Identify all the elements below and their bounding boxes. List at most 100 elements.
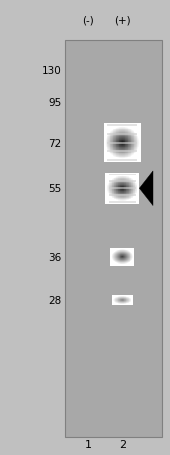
Bar <box>124 177 125 178</box>
Bar <box>118 140 119 141</box>
Bar <box>124 150 125 151</box>
Bar <box>122 140 123 141</box>
Bar <box>132 196 133 197</box>
Bar <box>135 185 136 186</box>
Bar <box>105 128 106 129</box>
Bar <box>125 126 126 127</box>
Bar <box>131 192 132 193</box>
Bar <box>104 154 105 155</box>
Bar <box>123 135 124 136</box>
Bar <box>130 154 131 155</box>
Bar <box>126 134 127 135</box>
Bar <box>112 145 113 146</box>
Bar <box>110 173 111 174</box>
Bar <box>117 199 118 200</box>
Bar <box>106 136 107 137</box>
Bar <box>138 127 139 128</box>
Bar <box>109 200 110 201</box>
Bar <box>138 151 139 152</box>
Bar <box>140 127 141 128</box>
Bar <box>135 176 136 177</box>
Bar <box>125 181 126 182</box>
Bar <box>117 173 118 174</box>
Bar <box>134 159 135 160</box>
Bar <box>140 157 141 158</box>
Bar <box>108 146 109 147</box>
Bar <box>112 161 113 162</box>
Bar <box>108 135 109 136</box>
Bar <box>118 125 119 126</box>
Bar <box>119 194 120 195</box>
Bar <box>125 185 126 186</box>
Bar <box>115 141 116 142</box>
Bar <box>110 147 111 148</box>
Bar <box>122 158 123 159</box>
Bar <box>115 202 116 203</box>
Bar <box>115 125 116 126</box>
Bar <box>105 143 106 144</box>
Bar <box>122 127 123 128</box>
Bar <box>130 142 131 143</box>
Bar <box>106 196 107 197</box>
Bar <box>119 154 120 155</box>
Bar <box>118 199 119 200</box>
Bar <box>107 143 108 144</box>
Bar <box>129 150 130 151</box>
Bar <box>106 190 107 191</box>
Bar <box>119 186 120 187</box>
Bar <box>110 124 111 125</box>
Bar <box>113 192 114 193</box>
Bar <box>127 189 128 190</box>
Bar <box>116 157 117 158</box>
Bar <box>125 191 126 192</box>
Bar <box>111 197 112 198</box>
Bar <box>137 134 138 135</box>
Bar <box>136 150 137 151</box>
Bar <box>134 151 135 152</box>
Bar <box>119 159 120 160</box>
Bar <box>109 143 110 144</box>
Bar <box>132 199 133 200</box>
Bar <box>117 162 118 163</box>
Bar <box>132 179 133 180</box>
Bar <box>119 187 120 188</box>
Bar <box>134 173 135 174</box>
Bar <box>119 132 120 133</box>
Bar <box>113 198 114 199</box>
Bar <box>138 140 139 141</box>
Bar <box>106 133 107 134</box>
Bar <box>123 202 124 203</box>
Bar <box>121 149 122 150</box>
Bar <box>112 188 113 189</box>
Bar <box>123 137 124 138</box>
Bar <box>137 181 138 182</box>
Bar <box>123 185 124 186</box>
Bar <box>111 152 112 153</box>
Bar <box>119 152 120 153</box>
Bar <box>130 175 131 176</box>
Bar <box>105 202 106 203</box>
Bar <box>138 147 139 148</box>
Bar <box>131 145 132 146</box>
Bar <box>121 173 122 174</box>
Bar <box>129 142 130 143</box>
Bar <box>136 134 137 135</box>
Bar <box>123 178 124 179</box>
Bar <box>120 155 121 156</box>
Bar <box>135 131 136 132</box>
Bar <box>138 196 139 197</box>
Bar <box>136 128 137 129</box>
Bar <box>129 153 130 154</box>
Bar <box>129 138 130 139</box>
Bar <box>122 180 123 181</box>
Bar <box>138 188 139 189</box>
Bar <box>123 191 124 192</box>
Bar <box>133 155 134 156</box>
Bar <box>138 158 139 159</box>
Bar <box>125 193 126 194</box>
Bar <box>108 198 109 199</box>
Bar <box>109 131 110 132</box>
Bar <box>138 142 139 143</box>
Bar <box>104 151 105 152</box>
Bar <box>135 187 136 188</box>
